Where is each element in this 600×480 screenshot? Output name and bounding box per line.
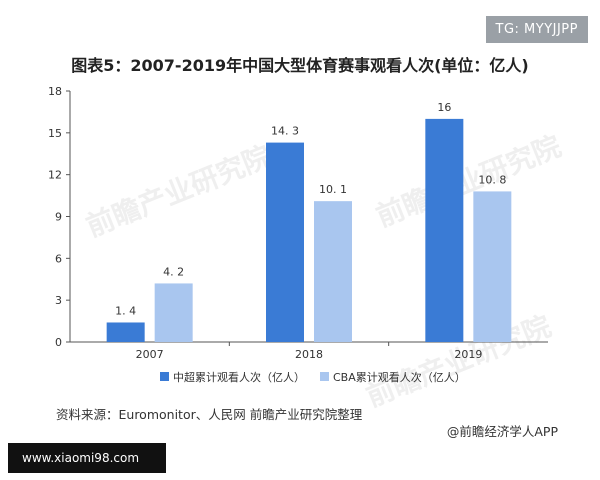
bar-value-label: 4. 2 <box>163 265 184 278</box>
bar-value-label: 10. 8 <box>478 173 506 186</box>
y-tick-label: 12 <box>48 169 62 182</box>
source-note: 资料来源：Euromonitor、人民网 前瞻产业研究院整理 <box>56 407 363 422</box>
tag-label: TG: MYYJJPP <box>485 16 588 43</box>
y-tick-label: 18 <box>48 85 62 98</box>
y-tick-label: 15 <box>48 127 62 140</box>
legend-swatch <box>160 372 169 381</box>
bar-chart: 0 3 6 9 12 15 18 1. 4 4. 2 2007 14. 3 10. 1 2018 16 10… <box>48 85 548 384</box>
x-tick-label: 2019 <box>454 348 482 361</box>
bar-value-label: 16 <box>437 101 451 114</box>
bar <box>425 118 464 342</box>
bar-value-label: 10. 1 <box>319 183 347 196</box>
x-tick-label: 2007 <box>136 348 164 361</box>
bar <box>154 283 193 342</box>
chart-title: 图表5：2007-2019年中国大型体育赛事观看人次(单位：亿人) <box>71 56 529 75</box>
x-tick-label: 2018 <box>295 348 323 361</box>
y-tick-label: 6 <box>55 252 62 265</box>
bar <box>106 322 145 342</box>
legend-label: 中超累计观看人次（亿人） <box>173 370 305 384</box>
y-tick-label: 9 <box>55 211 62 224</box>
y-tick-label: 0 <box>55 336 62 349</box>
bar <box>266 142 304 342</box>
bar <box>473 191 512 342</box>
site-watermark: www.xiaomi98.com <box>8 443 166 473</box>
credit-note: @前瞻经济学人APP <box>446 424 558 439</box>
legend-label: CBA累计观看人次（亿人） <box>333 370 466 384</box>
legend-swatch <box>320 372 329 381</box>
bar-value-label: 14. 3 <box>271 125 299 138</box>
bar-value-label: 1. 4 <box>115 304 136 317</box>
bar <box>314 201 352 342</box>
y-tick-label: 3 <box>55 294 62 307</box>
